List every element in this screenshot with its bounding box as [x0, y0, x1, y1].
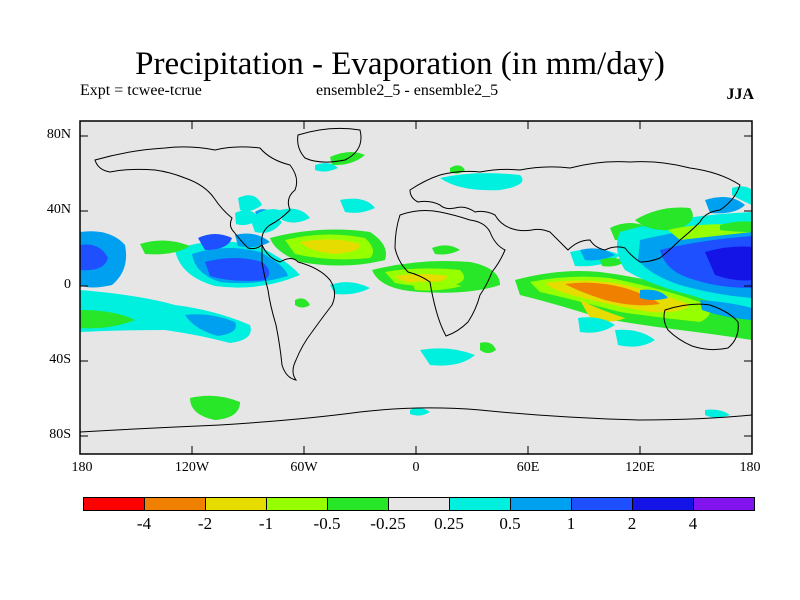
- lon-label-120e: 120E: [625, 460, 655, 475]
- legend-swatch: [388, 497, 450, 511]
- legend-swatch: [632, 497, 694, 511]
- lon-label-60e: 60E: [516, 460, 540, 475]
- lat-label-80n: 80N: [46, 127, 71, 142]
- lon-label-60w: 60W: [290, 460, 318, 475]
- legend-label: -0.5: [313, 514, 341, 533]
- legend-label: -1: [258, 514, 274, 533]
- ensemble-label: ensemble2_5 - ensemble2_5: [316, 82, 499, 99]
- legend-swatch: [83, 497, 145, 511]
- legend-label: 1: [566, 514, 576, 533]
- lat-label-40s: 40S: [49, 352, 71, 367]
- legend-swatch: [510, 497, 572, 511]
- legend-label: 0.25: [434, 514, 464, 533]
- lon-label-0: 0: [412, 460, 420, 475]
- lon-label-180w: 180: [71, 460, 93, 475]
- axis-ticks: [80, 121, 752, 454]
- legend-label: -0.25: [370, 514, 406, 533]
- lat-label-40n: 40N: [46, 202, 71, 217]
- legend-swatch: [144, 497, 206, 511]
- legend-swatch: [571, 497, 633, 511]
- legend-swatch: [449, 497, 511, 511]
- coastlines: [80, 127, 752, 433]
- legend-label: 0.5: [499, 514, 521, 533]
- lon-label-120w: 120W: [174, 460, 210, 475]
- legend-swatch: [327, 497, 389, 511]
- legend-swatch: [693, 497, 755, 511]
- legend-label: -2: [197, 514, 213, 533]
- legend-swatch: [266, 497, 328, 511]
- legend-label: -4: [136, 514, 152, 533]
- page-title: Precipitation - Evaporation (in mm/day): [135, 46, 665, 82]
- lon-label-180e: 180: [739, 460, 761, 475]
- legend-label: 2: [627, 514, 637, 533]
- lat-label-0: 0: [64, 277, 71, 292]
- experiment-label: Expt = tcwee-tcrue: [80, 82, 202, 99]
- lat-label-80s: 80S: [49, 427, 71, 442]
- season-label: JJA: [726, 86, 754, 103]
- legend-swatch: [205, 497, 267, 511]
- legend-label: 4: [688, 514, 698, 533]
